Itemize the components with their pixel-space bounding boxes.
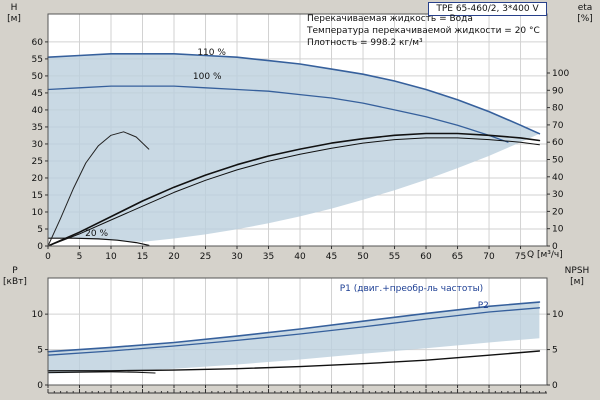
svg-text:75: 75 [515,252,526,262]
svg-text:0: 0 [552,381,558,391]
svg-text:10: 10 [32,310,44,320]
svg-text:60: 60 [32,38,44,48]
svg-text:90: 90 [552,86,564,96]
svg-text:20 %: 20 % [85,229,108,239]
svg-text:30: 30 [32,140,44,150]
svg-text:20: 20 [552,207,564,217]
svg-text:10: 10 [552,310,564,320]
svg-text:35: 35 [263,252,274,262]
svg-text:100 %: 100 % [193,72,222,82]
p-axis-unit: P [12,266,18,276]
svg-text:40: 40 [32,106,44,116]
svg-text:0: 0 [552,242,558,252]
svg-text:20: 20 [32,174,44,184]
npsh-axis-unit: NPSH [564,266,590,276]
svg-text:10: 10 [105,252,117,262]
svg-text:5: 5 [77,252,83,262]
p-axis-title: P [кВт] [2,266,28,288]
pump-model-title: TPE 65-460/2, 3*400 V [428,2,547,16]
eta-axis-title: eta [%] [572,3,598,25]
npsh-axis-title: NPSH [м] [558,266,596,288]
info-line-density: Плотность = 998.2 кг/м³ [307,38,423,48]
svg-text:30: 30 [231,252,243,262]
svg-text:55: 55 [389,252,400,262]
svg-text:60: 60 [552,138,564,148]
svg-text:20: 20 [168,252,180,262]
svg-text:P2: P2 [478,301,489,311]
svg-text:0: 0 [37,242,43,252]
svg-text:100: 100 [552,69,569,79]
svg-text:10: 10 [32,208,44,218]
svg-text:45: 45 [32,89,43,99]
svg-text:70: 70 [483,252,495,262]
svg-text:50: 50 [32,72,44,82]
svg-text:P1 (двиг.+преобр-ль частоты): P1 (двиг.+преобр-ль частоты) [340,284,484,294]
fluid-info-block: Перекачиваемая жидкость = Вода Температу… [307,13,540,49]
svg-text:55: 55 [32,55,43,65]
p-axis-dim: [кВт] [3,277,27,287]
svg-text:50: 50 [357,252,369,262]
svg-text:70: 70 [552,121,564,131]
svg-text:25: 25 [32,157,43,167]
h-axis-unit: H [10,3,18,13]
svg-text:5: 5 [37,225,43,235]
svg-text:5: 5 [552,346,558,356]
svg-text:30: 30 [552,190,564,200]
info-line-fluid: Перекачиваемая жидкость = Вода [307,14,473,24]
svg-text:45: 45 [326,252,337,262]
svg-text:35: 35 [32,123,43,133]
svg-text:25: 25 [200,252,211,262]
eta-axis-unit: eta [577,3,593,13]
svg-text:0: 0 [37,381,43,391]
npsh-axis-dim: [м] [570,277,584,287]
info-line-temperature: Температура перекачиваемой жидкости = 20… [307,26,540,36]
h-axis-dim: [м] [7,14,21,24]
q-axis-title: Q [м³/ч] [527,250,563,260]
svg-text:0: 0 [45,252,51,262]
svg-text:110 %: 110 % [197,48,226,58]
svg-text:40: 40 [552,173,564,183]
svg-text:40: 40 [294,252,306,262]
h-axis-title: H [м] [2,3,26,25]
svg-text:15: 15 [32,191,43,201]
svg-text:65: 65 [452,252,463,262]
svg-text:60: 60 [420,252,432,262]
svg-text:5: 5 [37,346,43,356]
svg-text:15: 15 [137,252,148,262]
svg-text:50: 50 [552,155,564,165]
svg-text:80: 80 [552,104,564,114]
eta-axis-dim: [%] [577,14,593,24]
svg-text:10: 10 [552,225,564,235]
